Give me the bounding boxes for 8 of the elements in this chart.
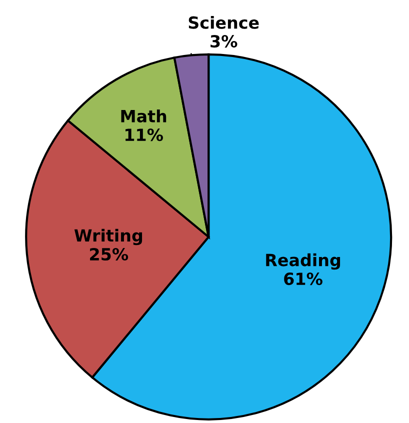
slice-label: Science [188, 16, 259, 29]
data-label: 25% [90, 248, 128, 261]
slice-label: Reading [266, 253, 340, 270]
slice-label: Math [121, 110, 166, 122]
data-label: 61% [284, 272, 322, 286]
data-label: 3% [210, 34, 238, 48]
data-label: 11% [126, 128, 163, 142]
slice-label: Writing [74, 228, 142, 246]
